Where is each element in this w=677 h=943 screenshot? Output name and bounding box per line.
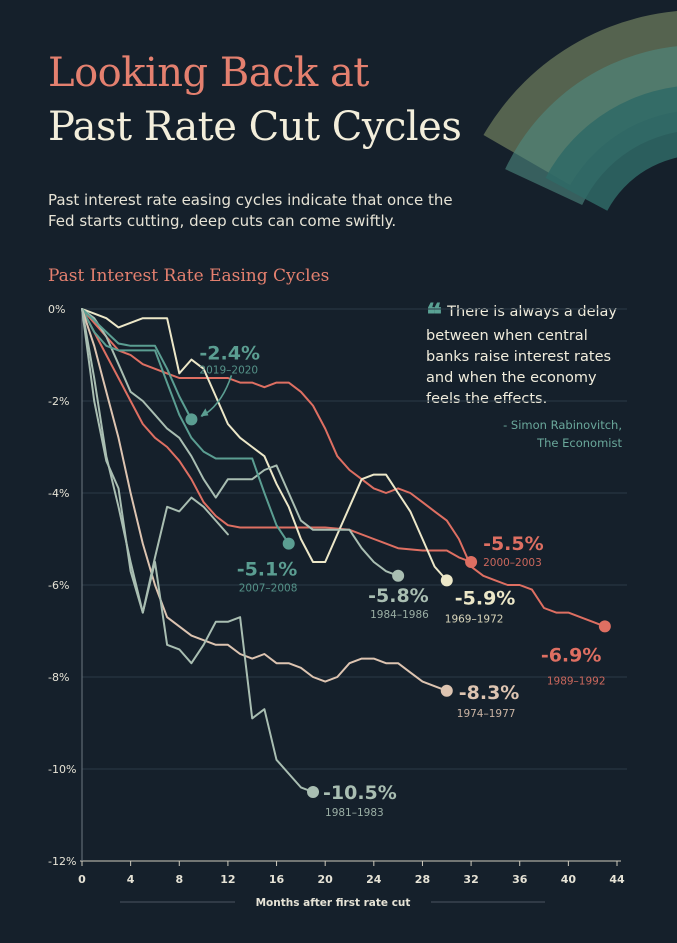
series-end-marker — [282, 537, 295, 550]
y-tick-label: -12% — [48, 855, 76, 868]
series-line — [81, 308, 448, 692]
quote-text: There is always a delay between when cen… — [426, 304, 618, 407]
series-period-label: 2000–2003 — [483, 557, 542, 569]
series-period-label: 1984–1986 — [370, 609, 429, 621]
page-title: Looking Back at Past Rate Cut Cycles — [48, 46, 462, 154]
x-tick-label: 28 — [415, 873, 430, 886]
series-value-label: -5.1% — [237, 559, 298, 581]
decorative-arcs — [483, 11, 677, 211]
series-end-marker — [440, 684, 453, 697]
attribution-line-1: - Simon Rabinovitch, — [503, 418, 622, 432]
series-value-label: -5.9% — [455, 587, 516, 609]
x-axis: 0 4 8 12 16 20 24 28 32 36 40 44 Months after first … — [78, 309, 625, 909]
x-tick-label: 24 — [366, 873, 382, 886]
series-period-label: 1981–1983 — [325, 807, 384, 819]
series-period-label: 1974–1977 — [457, 708, 516, 720]
title-line-1: Looking Back at — [48, 50, 369, 96]
x-tick-label: 4 — [127, 873, 135, 886]
series-end-marker — [307, 786, 320, 798]
series-line — [81, 308, 193, 421]
series-value-label: -10.5% — [323, 782, 397, 804]
series-line — [81, 308, 314, 793]
x-tick-label: 8 — [175, 873, 183, 886]
series-value-label: -6.9% — [541, 644, 602, 666]
x-tick-label: 12 — [220, 873, 235, 886]
series-end-marker — [465, 556, 478, 568]
y-tick-label: -4% — [48, 487, 69, 500]
chart-grid — [82, 308, 627, 770]
y-tick-label: -2% — [48, 395, 69, 408]
series-line — [81, 308, 290, 545]
annotation-arrow — [200, 375, 233, 418]
series-period-label: 1969–1972 — [445, 613, 504, 625]
series-value-label: -5.8% — [368, 585, 429, 607]
x-tick-label: 0 — [78, 873, 86, 886]
chart-series — [81, 308, 606, 793]
series-period-label: 2007–2008 — [239, 583, 298, 595]
series-end-marker — [440, 574, 453, 587]
chart-title: Past Interest Rate Easing Cycles — [48, 266, 330, 286]
intro-text: Past interest rate easing cycles indicat… — [48, 191, 453, 230]
arc-teal-dark — [545, 86, 677, 211]
series-end-marker — [598, 620, 611, 633]
title-line-2: Past Rate Cut Cycles — [48, 104, 462, 150]
series-value-label: -8.3% — [459, 682, 520, 704]
x-axis-label: Months after first rate cut — [256, 897, 411, 909]
series-line — [81, 308, 229, 614]
series-line — [81, 308, 448, 582]
series-end-marker — [185, 413, 198, 426]
x-tick-label: 32 — [463, 873, 478, 886]
series-period-label: 1989–1992 — [547, 675, 606, 687]
x-tick-label: 40 — [561, 873, 577, 886]
x-tick-label: 16 — [269, 873, 285, 886]
quote-mark-icon: ❝ — [426, 298, 443, 333]
series-line — [81, 308, 473, 563]
y-tick-label: 0% — [48, 303, 65, 316]
quote-attribution: - Simon Rabinovitch, The Economist — [503, 416, 622, 452]
series-value-label: -2.4% — [199, 342, 260, 364]
attribution-line-2: The Economist — [537, 436, 622, 450]
y-tick-label: -10% — [48, 763, 76, 776]
quote-block: ❝ There is always a delay between when ce… — [426, 301, 631, 410]
chart-data-labels: -6.9% 1989–1992 -5.5% 2000–2003 -5.9% 1969–19… — [199, 342, 605, 819]
series-period-label: 2019–2020 — [199, 364, 258, 376]
chart-end-markers — [185, 413, 611, 798]
y-tick-label: -8% — [48, 671, 69, 684]
x-tick-label: 20 — [318, 873, 334, 886]
x-tick-label: 36 — [512, 873, 528, 886]
series-end-marker — [392, 569, 405, 582]
y-tick-label: -6% — [48, 579, 69, 592]
y-axis-ticks: 0% -2% -4% -6% -8% -10% -12% — [48, 303, 76, 868]
x-tick-label: 44 — [609, 873, 625, 886]
series-value-label: -5.5% — [483, 533, 544, 555]
arrow-head-icon — [200, 408, 209, 417]
series-line — [81, 308, 400, 577]
